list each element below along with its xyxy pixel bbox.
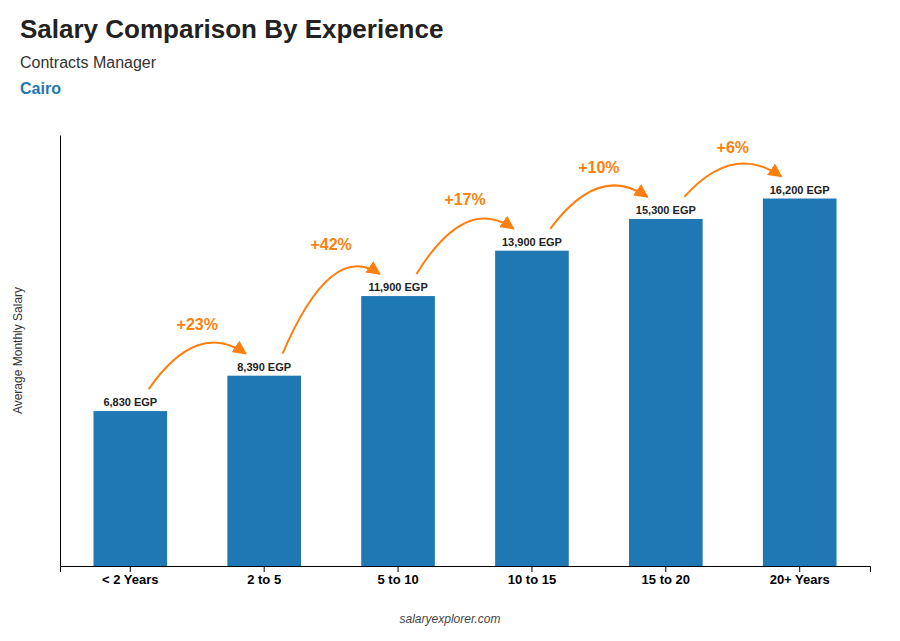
change-label: +42% (310, 236, 351, 253)
change-annotations: +23% +42% +17% +10% +6% (149, 139, 782, 390)
data-labels: 6,830 EGP 8,390 EGP 11,900 EGP 13,900 EGP 15… (103, 184, 829, 409)
x-tick-mark (398, 566, 399, 572)
change-label: +6% (717, 139, 749, 156)
x-tick-label: 15 to 20 (642, 572, 690, 587)
title: Salary Comparison By Experience (20, 14, 443, 44)
change-label: +23% (177, 316, 218, 333)
x-tick: 20+ Years (770, 566, 830, 587)
y-axis (60, 136, 61, 567)
data-label: 16,200 EGP (770, 184, 830, 196)
x-tick: < 2 Years (102, 566, 159, 587)
x-tick-mark (130, 566, 131, 572)
change-arrow (149, 342, 246, 389)
x-tick-label: < 2 Years (102, 572, 159, 587)
bars (93, 199, 836, 566)
x-tick-mark (799, 566, 800, 572)
bar (227, 376, 301, 566)
x-tick-mark (665, 566, 666, 572)
x-tick-mark (264, 566, 265, 572)
data-label: 15,300 EGP (636, 204, 696, 216)
city: Cairo (20, 80, 61, 97)
bar (629, 219, 703, 566)
bar (495, 251, 569, 566)
change-arrow (283, 266, 380, 353)
y-axis-title: Average Monthly Salary (11, 287, 25, 414)
subtitle: Contracts Manager (20, 54, 157, 71)
change-arrow (684, 163, 781, 196)
data-label: 11,900 EGP (368, 281, 427, 293)
change-arrow (416, 218, 513, 274)
data-label: 6,830 EGP (103, 396, 157, 408)
x-axis: < 2 Years 2 to 5 5 to 10 10 to 15 15 to 20 20… (61, 566, 871, 587)
x-tick: 15 to 20 (642, 566, 690, 587)
bar (763, 199, 837, 566)
data-label: 13,900 EGP (502, 236, 562, 248)
x-tick-label: 10 to 15 (508, 572, 556, 587)
x-tick: 2 to 5 (247, 566, 281, 587)
change-label: +10% (578, 159, 619, 176)
plot: < 2 Years 2 to 5 5 to 10 10 to 15 15 to 20 20… (61, 136, 871, 588)
x-tick: 10 to 15 (508, 566, 556, 587)
change-label: +17% (444, 191, 485, 208)
x-tick-label: 20+ Years (770, 572, 830, 587)
x-tick-label: 5 to 10 (377, 572, 418, 587)
bar (93, 411, 167, 566)
bar (361, 296, 435, 566)
change-arrow (550, 185, 647, 228)
y-axis-line (60, 136, 61, 567)
data-label: 8,390 EGP (237, 361, 291, 373)
x-tick-mark (531, 566, 532, 572)
chart: Salary Comparison By Experience Contracts… (0, 0, 900, 641)
x-tick-label: 2 to 5 (247, 572, 281, 587)
x-axis-line (61, 567, 871, 573)
x-tick: 5 to 10 (377, 566, 418, 587)
footer: salaryexplorer.com (400, 612, 501, 626)
